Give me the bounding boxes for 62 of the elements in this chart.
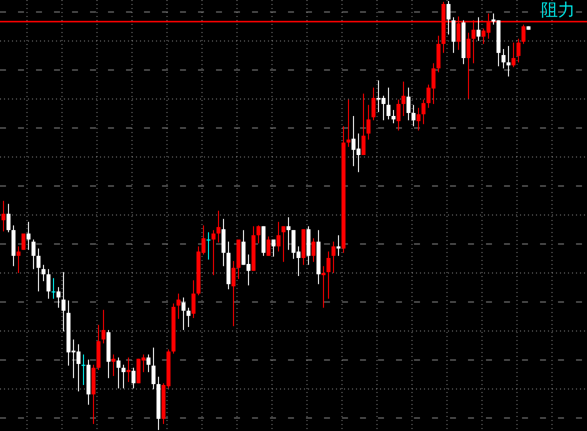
candlestick bbox=[372, 87, 376, 121]
candlestick bbox=[516, 38, 520, 63]
candlestick bbox=[212, 230, 216, 276]
candlestick bbox=[452, 16, 456, 54]
candlestick bbox=[276, 221, 280, 252]
candlestick bbox=[506, 46, 510, 78]
candlestick bbox=[222, 218, 226, 267]
candlestick bbox=[336, 234, 340, 256]
candlestick bbox=[206, 232, 210, 260]
candlestick bbox=[6, 203, 10, 233]
candlestick bbox=[256, 224, 260, 244]
candlestick bbox=[406, 87, 410, 121]
candlestick bbox=[362, 93, 366, 156]
ref-line-label: 阻力 bbox=[541, 0, 575, 21]
candlestick bbox=[62, 272, 66, 332]
candlestick bbox=[26, 221, 30, 250]
candlestick bbox=[182, 296, 186, 331]
candlestick bbox=[16, 246, 20, 274]
candlestick bbox=[366, 104, 370, 140]
candlestick bbox=[232, 260, 236, 327]
candlestick bbox=[522, 24, 526, 44]
candlestick bbox=[126, 357, 130, 382]
candlestick bbox=[122, 364, 126, 389]
candlestick bbox=[112, 354, 116, 376]
candlestick bbox=[186, 307, 190, 328]
candlestick bbox=[146, 354, 150, 373]
candlestick bbox=[332, 241, 336, 274]
candlestick bbox=[412, 104, 416, 127]
candlestick bbox=[312, 238, 316, 262]
candlestick bbox=[326, 251, 330, 300]
candlestick bbox=[176, 293, 180, 320]
candlestick bbox=[402, 81, 406, 116]
candlestick bbox=[502, 48, 506, 69]
candlestick bbox=[46, 268, 50, 300]
candlestick bbox=[386, 87, 390, 120]
candlestick bbox=[52, 278, 56, 300]
candlestick bbox=[102, 309, 106, 344]
candlestick bbox=[36, 248, 40, 292]
candlestick bbox=[422, 99, 426, 125]
candlestick bbox=[116, 357, 120, 389]
candlestick bbox=[446, 0, 450, 35]
candlestick bbox=[132, 367, 136, 389]
candlestick bbox=[2, 200, 6, 232]
candlestick bbox=[396, 99, 400, 132]
candlestick bbox=[476, 16, 480, 42]
candlestick bbox=[272, 239, 276, 258]
candlestick bbox=[322, 266, 326, 308]
candlestick bbox=[466, 32, 470, 100]
candlestick bbox=[32, 239, 36, 270]
candlestick bbox=[266, 236, 270, 256]
candlestick bbox=[82, 354, 86, 386]
candlestick bbox=[282, 226, 286, 262]
candlestick bbox=[392, 109, 396, 124]
candlestick bbox=[152, 347, 156, 390]
candlestick bbox=[56, 286, 60, 308]
candlestick bbox=[416, 107, 420, 132]
candlestick bbox=[512, 42, 516, 68]
candlestick bbox=[192, 280, 196, 319]
candlestick bbox=[216, 210, 220, 244]
candlestick bbox=[286, 216, 290, 250]
candlestick bbox=[42, 264, 46, 282]
candlestick bbox=[346, 99, 350, 148]
